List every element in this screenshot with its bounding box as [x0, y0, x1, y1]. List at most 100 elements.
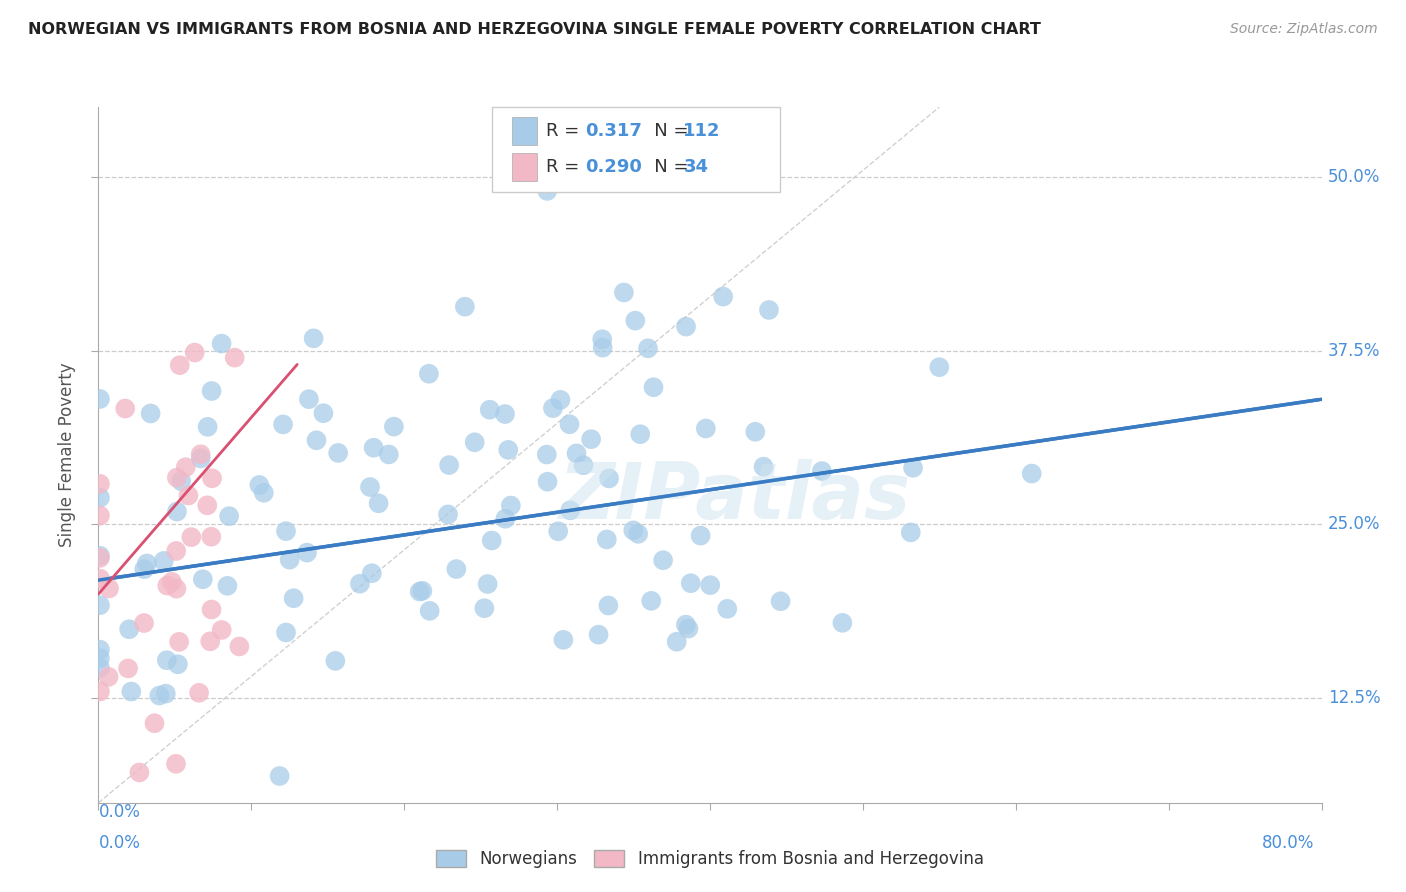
- Point: [496, 442, 519, 457]
- Point: [190, 447, 212, 461]
- Point: [679, 576, 702, 591]
- Point: [180, 530, 202, 544]
- Point: [558, 417, 581, 432]
- Point: [928, 360, 950, 375]
- Point: [592, 341, 614, 355]
- Point: [156, 579, 179, 593]
- Point: [565, 446, 588, 460]
- Point: [89, 476, 111, 491]
- Point: [591, 332, 613, 346]
- Point: [752, 459, 775, 474]
- Point: [89, 684, 111, 698]
- Point: [200, 530, 222, 544]
- Text: N =: N =: [637, 122, 695, 140]
- Point: [481, 533, 503, 548]
- Point: [665, 634, 688, 648]
- Text: 112: 112: [683, 122, 721, 140]
- Text: 80.0%: 80.0%: [1263, 834, 1315, 852]
- Point: [148, 689, 170, 703]
- Text: 0.0%: 0.0%: [98, 834, 141, 852]
- Point: [271, 417, 294, 432]
- Text: R =: R =: [546, 158, 585, 176]
- Point: [167, 635, 190, 649]
- Point: [900, 525, 922, 540]
- Point: [716, 602, 738, 616]
- Point: [360, 566, 382, 581]
- Point: [464, 435, 486, 450]
- Point: [553, 632, 575, 647]
- Point: [89, 598, 111, 612]
- Point: [494, 407, 516, 421]
- Point: [437, 508, 460, 522]
- Point: [167, 657, 190, 672]
- Point: [89, 572, 111, 586]
- Point: [128, 765, 150, 780]
- Point: [89, 651, 111, 665]
- Point: [695, 421, 717, 435]
- Point: [446, 562, 468, 576]
- Point: [831, 615, 853, 630]
- Point: [117, 661, 139, 675]
- Point: [454, 300, 477, 314]
- Point: [598, 471, 620, 485]
- Point: [197, 420, 219, 434]
- Point: [550, 392, 572, 407]
- Text: R =: R =: [546, 122, 585, 140]
- Point: [278, 552, 301, 566]
- Point: [588, 628, 610, 642]
- Point: [382, 419, 405, 434]
- Point: [98, 582, 121, 596]
- Point: [114, 401, 136, 416]
- Point: [613, 285, 636, 300]
- Point: [177, 488, 200, 502]
- Point: [678, 622, 700, 636]
- Point: [89, 642, 111, 657]
- Point: [689, 528, 711, 542]
- Point: [89, 392, 111, 406]
- Point: [191, 572, 214, 586]
- Point: [139, 407, 162, 421]
- Legend: Norwegians, Immigrants from Bosnia and Herzegovina: Norwegians, Immigrants from Bosnia and H…: [430, 843, 990, 874]
- Point: [598, 599, 620, 613]
- Text: Source: ZipAtlas.com: Source: ZipAtlas.com: [1230, 22, 1378, 37]
- Point: [200, 602, 222, 616]
- Point: [170, 475, 193, 489]
- Point: [419, 604, 441, 618]
- Point: [247, 478, 270, 492]
- Text: 50.0%: 50.0%: [1327, 168, 1381, 186]
- Text: 34: 34: [683, 158, 709, 176]
- Text: 25.0%: 25.0%: [1327, 516, 1381, 533]
- Point: [560, 503, 582, 517]
- Point: [675, 319, 697, 334]
- Point: [211, 336, 233, 351]
- Text: 37.5%: 37.5%: [1327, 342, 1381, 359]
- Point: [218, 509, 240, 524]
- Point: [418, 367, 440, 381]
- Point: [437, 458, 460, 472]
- Point: [711, 289, 734, 303]
- Point: [305, 434, 328, 448]
- Point: [211, 623, 233, 637]
- Point: [253, 485, 276, 500]
- Point: [359, 480, 381, 494]
- Text: 0.317: 0.317: [585, 122, 641, 140]
- Point: [155, 687, 177, 701]
- Point: [274, 524, 297, 538]
- Point: [541, 401, 564, 416]
- Point: [166, 470, 188, 484]
- Point: [596, 533, 619, 547]
- Point: [200, 634, 222, 648]
- Point: [302, 331, 325, 345]
- Text: NORWEGIAN VS IMMIGRANTS FROM BOSNIA AND HERZEGOVINA SINGLE FEMALE POVERTY CORREL: NORWEGIAN VS IMMIGRANTS FROM BOSNIA AND …: [28, 22, 1040, 37]
- Point: [274, 625, 297, 640]
- Point: [89, 491, 111, 505]
- Point: [217, 579, 239, 593]
- Point: [477, 577, 499, 591]
- Point: [228, 640, 250, 654]
- Point: [165, 544, 187, 558]
- Point: [367, 496, 389, 510]
- Point: [165, 756, 187, 771]
- Point: [1021, 467, 1043, 481]
- Y-axis label: Single Female Poverty: Single Female Poverty: [58, 363, 76, 547]
- Point: [201, 384, 224, 398]
